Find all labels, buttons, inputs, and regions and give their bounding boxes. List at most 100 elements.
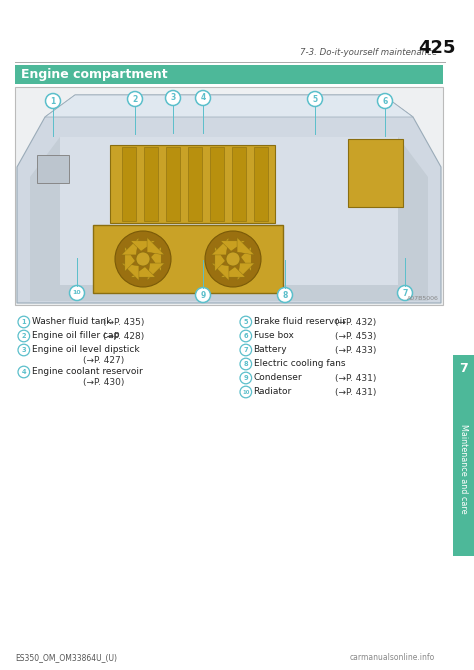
Circle shape <box>195 287 210 302</box>
Text: Engine compartment: Engine compartment <box>21 68 168 81</box>
Bar <box>144 147 158 221</box>
Bar <box>453 381 474 556</box>
Polygon shape <box>220 241 246 251</box>
Text: ES350_OM_OM33864U_(U): ES350_OM_OM33864U_(U) <box>15 653 117 663</box>
Circle shape <box>226 252 240 266</box>
Text: 7: 7 <box>459 362 468 375</box>
Text: 6: 6 <box>383 96 388 105</box>
Text: (→P. 431): (→P. 431) <box>335 373 376 383</box>
Text: 4: 4 <box>21 369 26 375</box>
Text: A07B5006: A07B5006 <box>407 296 439 301</box>
Text: 1: 1 <box>21 319 26 325</box>
Polygon shape <box>17 95 441 303</box>
Bar <box>232 147 246 221</box>
Polygon shape <box>130 241 155 251</box>
Text: 8: 8 <box>283 291 288 299</box>
Text: Condenser: Condenser <box>254 373 302 383</box>
Text: 5: 5 <box>244 319 248 325</box>
Circle shape <box>18 330 29 342</box>
Circle shape <box>46 94 61 109</box>
Text: Battery: Battery <box>254 346 287 354</box>
Polygon shape <box>130 267 155 277</box>
Text: carmanualsonline.info: carmanualsonline.info <box>350 653 435 663</box>
Bar <box>37 155 69 183</box>
Circle shape <box>165 90 181 105</box>
Polygon shape <box>220 267 246 277</box>
Polygon shape <box>147 263 164 281</box>
Circle shape <box>240 373 252 384</box>
Circle shape <box>115 231 171 287</box>
Polygon shape <box>241 247 251 271</box>
Text: Washer fluid tank: Washer fluid tank <box>32 318 111 326</box>
Text: 7-3. Do-it-yourself maintenance: 7-3. Do-it-yourself maintenance <box>300 48 437 57</box>
Bar <box>93 225 283 293</box>
Text: 2: 2 <box>21 333 26 339</box>
Text: (→P. 431): (→P. 431) <box>335 387 376 397</box>
Bar <box>188 147 202 221</box>
Text: 9: 9 <box>201 291 206 299</box>
Text: 9: 9 <box>244 375 248 381</box>
Text: (→P. 435): (→P. 435) <box>103 318 145 326</box>
Bar <box>110 145 275 223</box>
Circle shape <box>240 344 252 356</box>
Bar <box>254 147 268 221</box>
Polygon shape <box>30 137 428 301</box>
Circle shape <box>240 316 252 328</box>
Circle shape <box>308 92 322 107</box>
Circle shape <box>70 285 84 301</box>
Text: 3: 3 <box>21 347 26 353</box>
Polygon shape <box>121 237 139 255</box>
Text: 5: 5 <box>312 94 318 103</box>
Text: 6: 6 <box>244 333 248 339</box>
Bar <box>453 355 474 381</box>
Circle shape <box>240 358 252 370</box>
Polygon shape <box>211 263 229 281</box>
Bar <box>122 147 136 221</box>
Circle shape <box>18 344 29 356</box>
Polygon shape <box>125 247 135 271</box>
Text: Engine oil filler cap: Engine oil filler cap <box>32 332 119 340</box>
Circle shape <box>398 285 412 301</box>
Text: 8: 8 <box>244 361 248 367</box>
Circle shape <box>136 252 150 266</box>
Text: Maintenance and care: Maintenance and care <box>459 423 468 513</box>
Text: Brake fluid reservoir: Brake fluid reservoir <box>254 318 346 326</box>
Polygon shape <box>211 237 229 255</box>
Polygon shape <box>215 247 225 271</box>
Text: Engine oil level dipstick: Engine oil level dipstick <box>32 346 139 354</box>
Polygon shape <box>151 247 161 271</box>
Text: Radiator: Radiator <box>254 387 292 397</box>
Bar <box>60 137 398 285</box>
Circle shape <box>128 92 143 107</box>
Text: Engine coolant reservoir: Engine coolant reservoir <box>32 368 142 377</box>
Text: (→P. 427): (→P. 427) <box>83 356 124 366</box>
Circle shape <box>377 94 392 109</box>
Circle shape <box>195 90 210 105</box>
Polygon shape <box>237 263 255 281</box>
Circle shape <box>18 316 29 328</box>
Polygon shape <box>121 263 139 281</box>
Text: 425: 425 <box>419 39 456 57</box>
Text: 7: 7 <box>402 289 408 297</box>
Circle shape <box>240 330 252 342</box>
Text: (→P. 433): (→P. 433) <box>335 346 376 354</box>
Bar <box>15 87 443 305</box>
Polygon shape <box>45 95 413 117</box>
Text: Electric cooling fans: Electric cooling fans <box>254 360 345 368</box>
Text: 10: 10 <box>242 389 249 395</box>
Circle shape <box>18 366 29 378</box>
Circle shape <box>277 287 292 302</box>
Bar <box>348 139 403 207</box>
Bar <box>210 147 224 221</box>
Text: 10: 10 <box>73 291 82 295</box>
Text: 4: 4 <box>201 94 206 103</box>
Text: (→P. 432): (→P. 432) <box>335 318 376 326</box>
Text: (→P. 430): (→P. 430) <box>83 379 124 387</box>
Bar <box>166 147 180 221</box>
Text: 2: 2 <box>132 94 137 103</box>
Text: 7: 7 <box>244 347 248 353</box>
Text: (→P. 428): (→P. 428) <box>103 332 144 340</box>
Polygon shape <box>147 237 164 255</box>
Text: 3: 3 <box>170 94 176 103</box>
Text: Fuse box: Fuse box <box>254 332 293 340</box>
